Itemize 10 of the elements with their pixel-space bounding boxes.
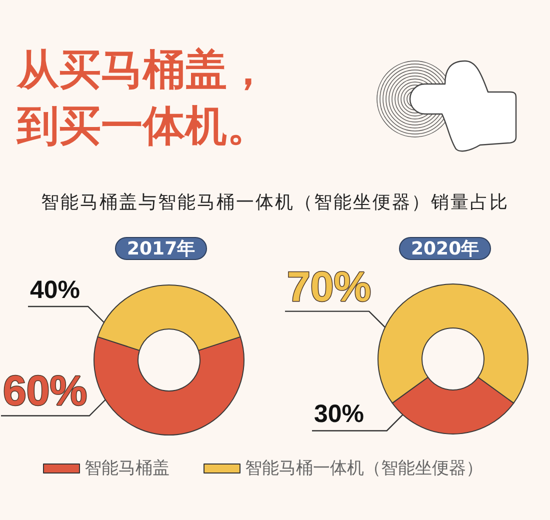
slice-label: 2020年	[411, 238, 480, 260]
data-label: 30%	[314, 400, 364, 428]
slice-label: 2017年	[127, 238, 196, 260]
legend-label: 智能马桶盖	[84, 458, 170, 478]
chart-title: 从买马桶盖，到买一体机。	[17, 44, 270, 152]
data-label: 40%	[30, 276, 80, 304]
legend-label: 智能马桶一体机（智能坐便器）	[245, 458, 483, 478]
data-label: 70%	[287, 262, 372, 310]
chart-subtitle: 智能马桶盖与智能马桶一体机（智能坐便器）销量占比	[40, 191, 510, 214]
data-label: 60%	[3, 367, 88, 414]
